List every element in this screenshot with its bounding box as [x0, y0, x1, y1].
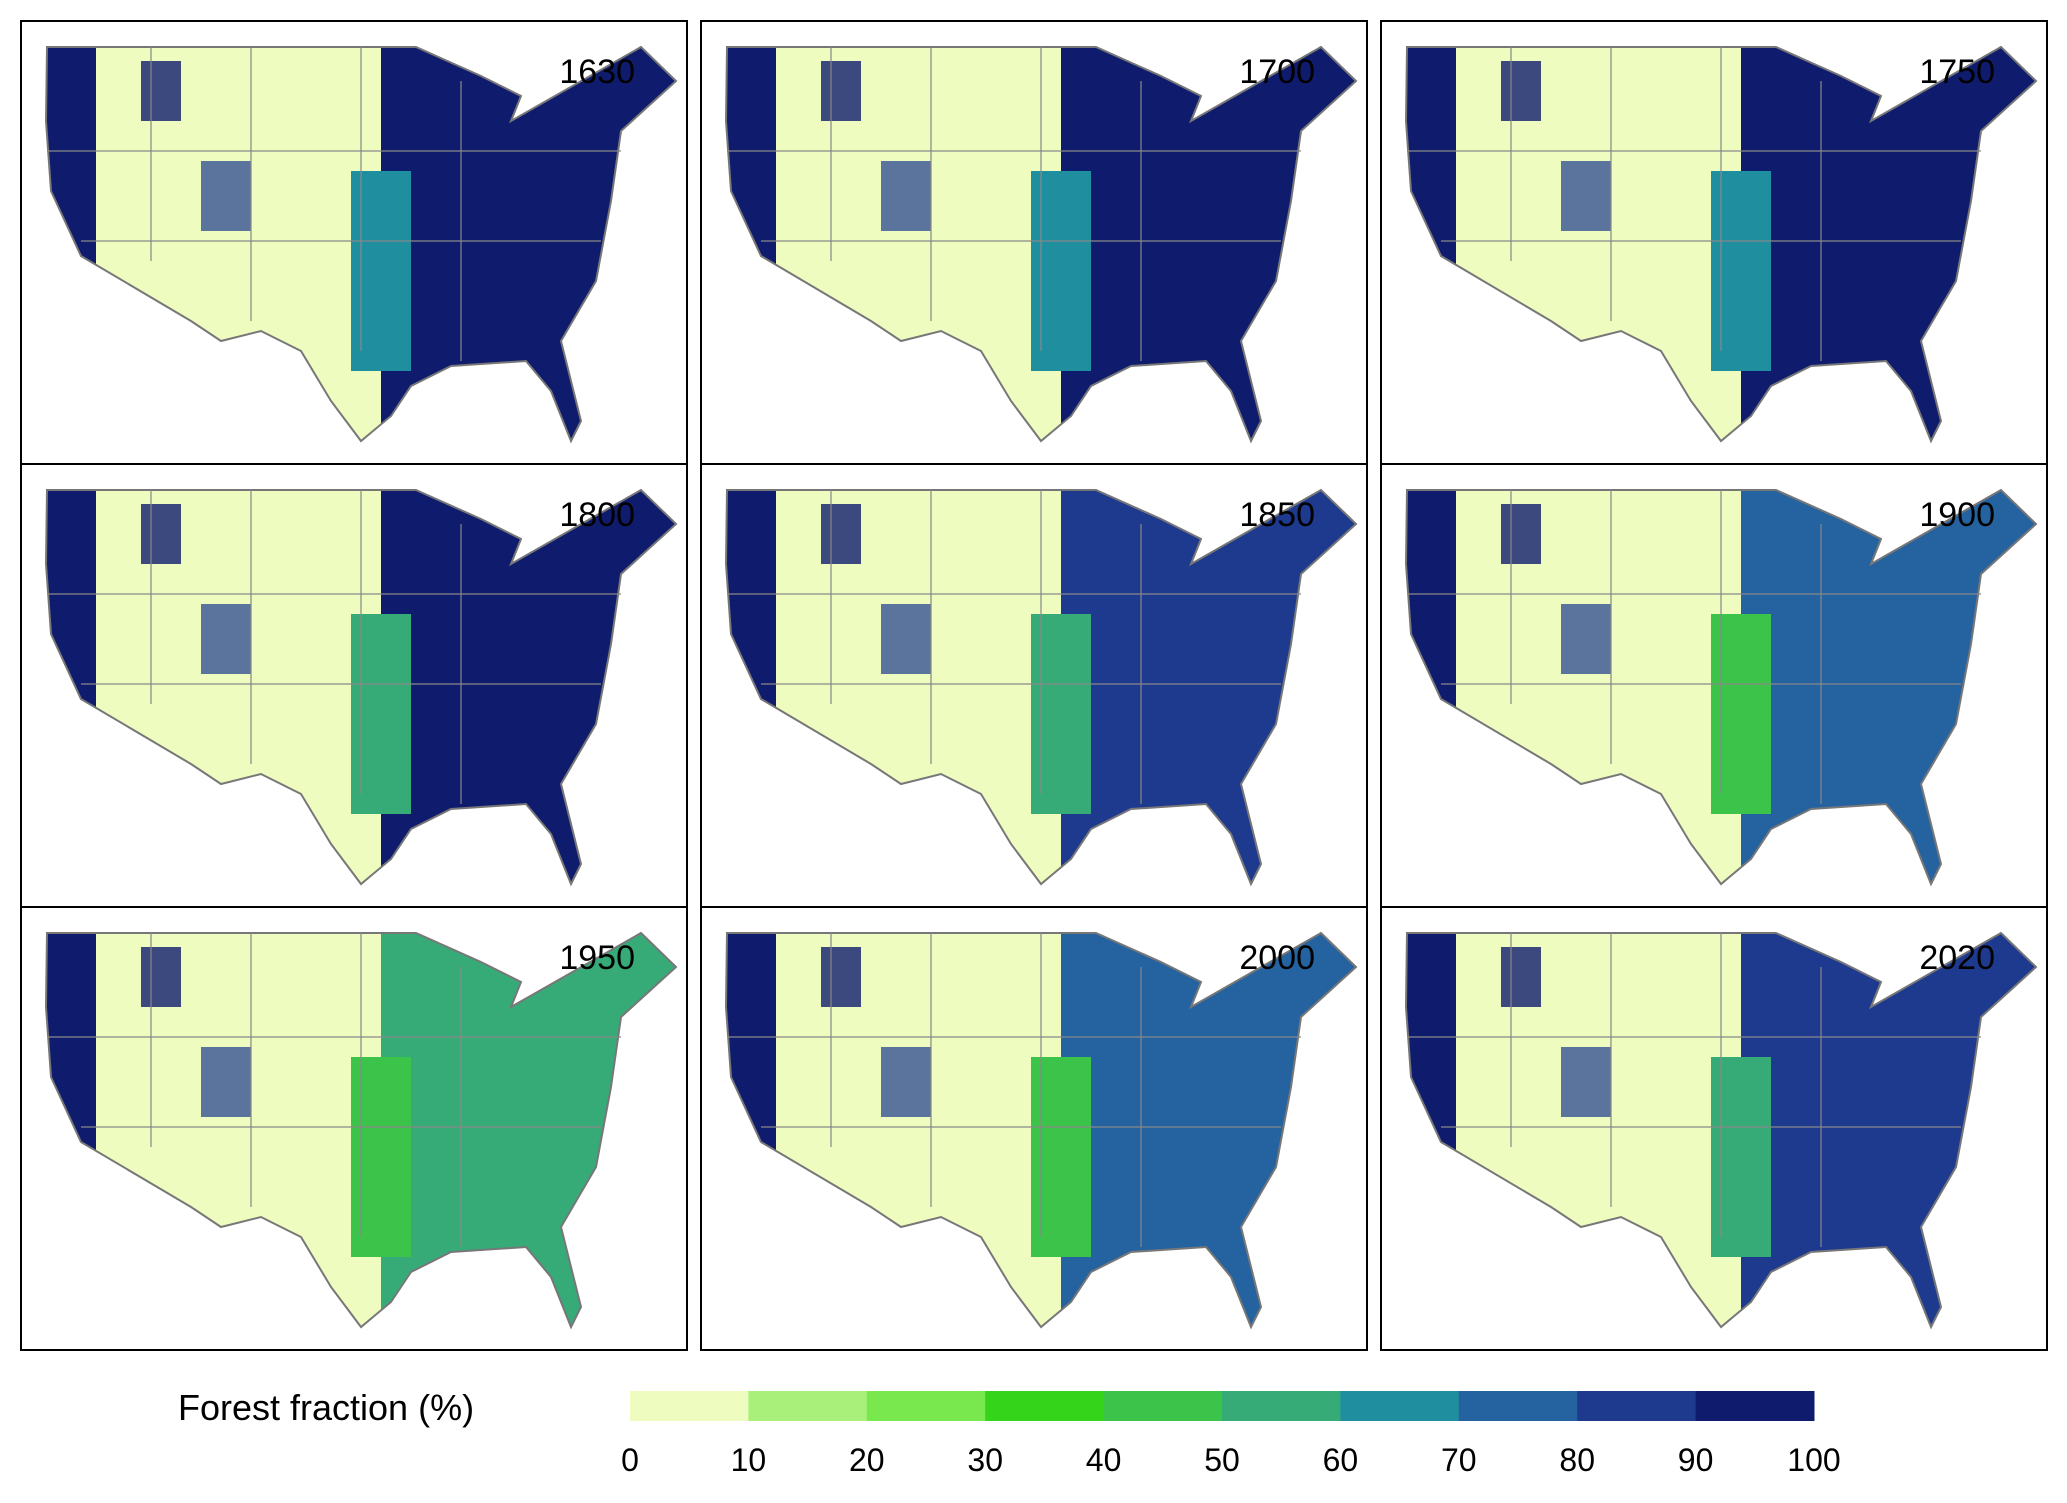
legend-tick-label: 90 [1678, 1442, 1714, 1478]
legend-swatch [1340, 1391, 1460, 1421]
legend-tick-label: 70 [1441, 1442, 1477, 1478]
panel-border [20, 906, 688, 1351]
legend-tick-label: 60 [1323, 1442, 1359, 1478]
map-panel: 1800 [20, 463, 688, 908]
year-label: 2020 [1919, 939, 1995, 977]
year-label: 1700 [1239, 53, 1315, 91]
year-label: 1630 [559, 53, 635, 91]
legend-tick-label: 80 [1559, 1442, 1595, 1478]
map-panel: 1630 [20, 20, 688, 465]
year-label: 1800 [559, 496, 635, 534]
map-panel: 1900 [1380, 463, 2048, 908]
year-label: 2000 [1239, 939, 1315, 977]
panel-border [1380, 906, 2048, 1351]
legend-tick-label: 20 [849, 1442, 885, 1478]
panel-border [700, 906, 1368, 1351]
legend: Forest fraction (%) 0 10 20 30 40 50 60 70 80 90 1… [178, 1387, 1841, 1478]
legend-swatch [985, 1391, 1105, 1421]
legend-swatch [1103, 1391, 1223, 1421]
map-panel: 1850 [700, 463, 1368, 908]
year-label: 1950 [559, 939, 635, 977]
map-panels: 1630 1700 1750 1800 1850 1900 1950 2000 2020 [20, 20, 2048, 1351]
legend-swatch [1222, 1391, 1341, 1421]
map-panel: 1750 [1380, 20, 2048, 465]
legend-tick-label: 40 [1086, 1442, 1122, 1478]
legend-swatch [630, 1391, 749, 1421]
legend-tick-label: 30 [967, 1442, 1003, 1478]
map-panel: 2000 [700, 906, 1368, 1351]
legend-swatch [1577, 1391, 1697, 1421]
year-label: 1750 [1919, 53, 1995, 91]
legend-tick-label: 0 [621, 1442, 639, 1478]
map-panel: 2020 [1380, 906, 2048, 1351]
legend-tick-label: 10 [731, 1442, 767, 1478]
legend-tick-label: 100 [1787, 1442, 1840, 1478]
year-label: 1850 [1239, 496, 1315, 534]
legend-swatch [1458, 1391, 1578, 1421]
legend-tick-label: 50 [1204, 1442, 1240, 1478]
legend-swatch [866, 1391, 986, 1421]
map-panel: 1950 [20, 906, 688, 1351]
legend-title: Forest fraction (%) [178, 1387, 474, 1428]
year-label: 1900 [1919, 496, 1995, 534]
legend-swatch [1695, 1391, 1815, 1421]
legend-swatch [748, 1391, 868, 1421]
map-panel: 1700 [700, 20, 1368, 465]
